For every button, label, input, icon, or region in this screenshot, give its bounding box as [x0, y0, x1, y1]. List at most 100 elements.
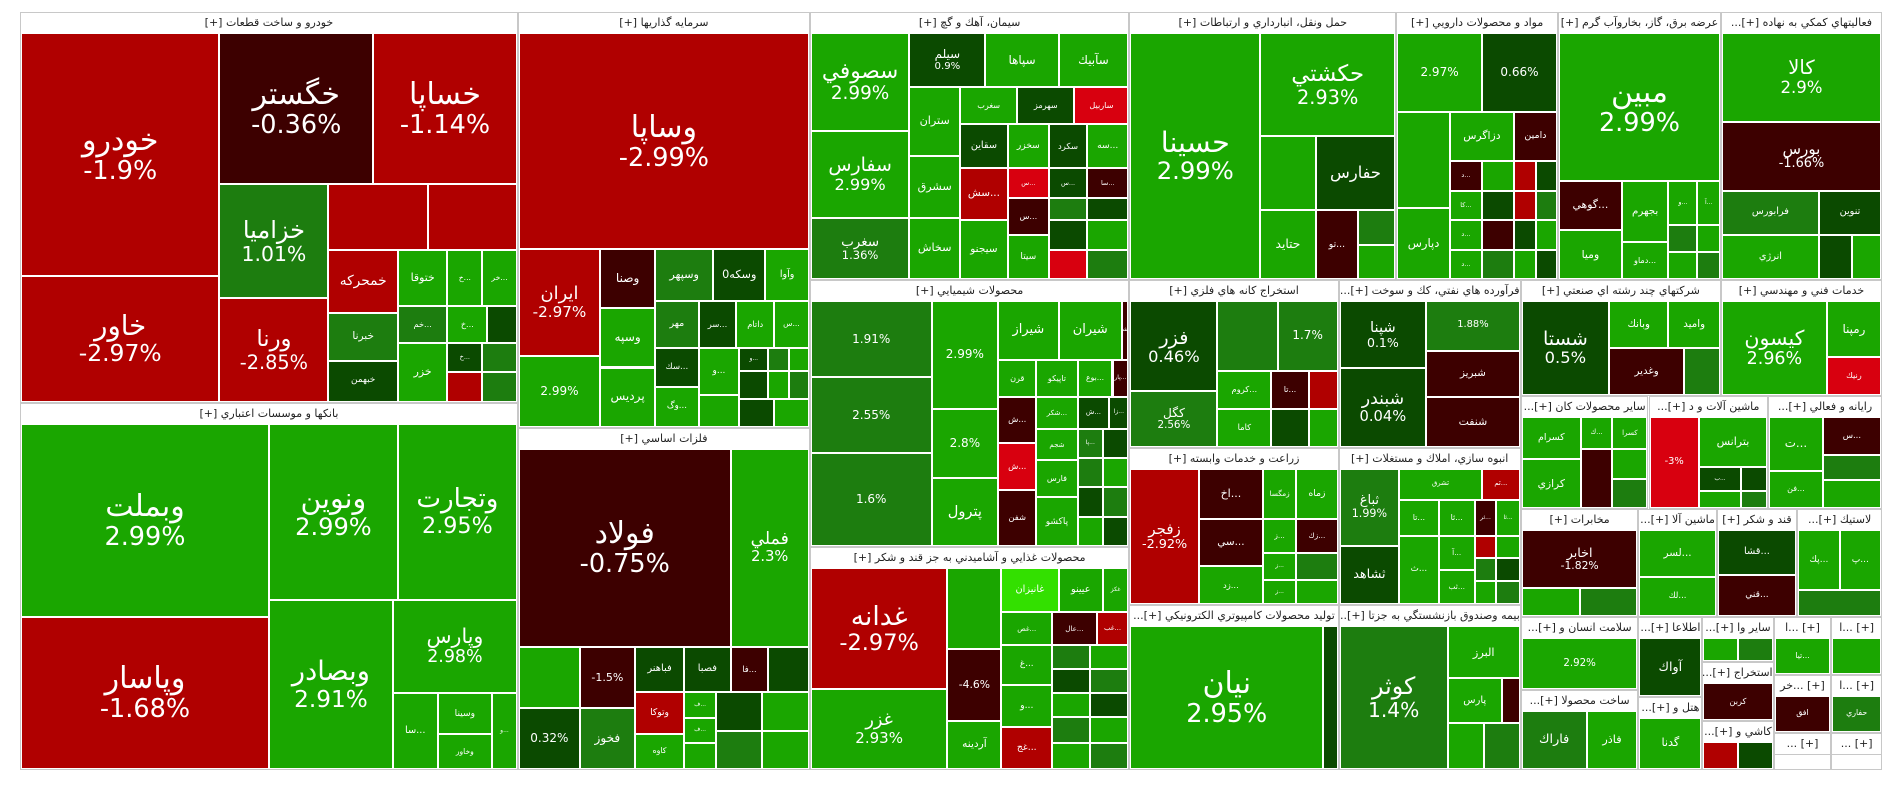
sector-title[interactable]: سيمان، آهك و گچ [+] [810, 13, 1129, 34]
stock-tile[interactable] [1496, 581, 1520, 605]
stock-tile[interactable]: ...تو [1315, 210, 1359, 280]
stock-tile[interactable]: گدنا [1639, 717, 1702, 769]
stock-tile[interactable]: غدانه -2.97% [810, 568, 948, 689]
stock-tile[interactable]: -3% [1649, 416, 1699, 508]
stock-tile[interactable]: وسينا [437, 692, 493, 735]
stock-tile[interactable]: وبصادر 2.91% [268, 599, 393, 769]
stock-tile[interactable] [1818, 234, 1853, 280]
stock-tile[interactable]: شنفت [1426, 397, 1520, 447]
sector-title[interactable]: قند و شكر [+] [1717, 509, 1797, 531]
sector-title[interactable]: توليد محصولات كامپيوتري الكترونيكي [+]..… [1130, 606, 1338, 628]
sector-title[interactable]: استخراج [+]... [1703, 662, 1773, 684]
stock-tile[interactable] [518, 647, 580, 709]
stock-tile[interactable]: پاكشو [1036, 497, 1078, 547]
stock-tile[interactable]: عيينو [1058, 568, 1103, 613]
sector-title[interactable]: ساير محصولات كان [+]... [1521, 396, 1648, 418]
stock-tile[interactable]: حكشتي 2.93% [1260, 33, 1396, 137]
stock-tile[interactable]: ...سا [392, 692, 438, 769]
stock-tile[interactable]: سخاش [909, 217, 961, 280]
stock-tile[interactable]: 2.97% [1397, 33, 1482, 112]
stock-tile[interactable]: داتام [736, 300, 775, 348]
stock-tile[interactable]: كسرام [1521, 416, 1581, 460]
stock-tile[interactable] [1737, 637, 1773, 661]
stock-tile[interactable]: 1.88% [1426, 301, 1520, 351]
stock-tile[interactable] [947, 568, 1002, 649]
stock-tile[interactable]: سكرد [1048, 124, 1088, 169]
stock-tile[interactable]: ...اخ [1198, 468, 1264, 519]
stock-tile[interactable] [1832, 637, 1881, 674]
stock-tile[interactable] [1077, 458, 1103, 488]
stock-tile[interactable] [1513, 190, 1537, 221]
stock-tile[interactable] [1474, 581, 1497, 605]
stock-tile[interactable]: ...فن [1769, 471, 1823, 508]
stock-tile[interactable]: ...كا [1449, 190, 1482, 221]
stock-tile[interactable] [1052, 742, 1091, 769]
stock-tile[interactable]: ثشاهد [1339, 545, 1400, 605]
stock-tile[interactable] [1308, 370, 1338, 409]
stock-tile[interactable]: ...دماو [1621, 242, 1669, 280]
stock-tile[interactable] [1087, 220, 1129, 250]
stock-tile[interactable]: سپاها [985, 33, 1059, 88]
stock-tile[interactable]: سيلم 0.9% [909, 33, 986, 88]
stock-tile[interactable]: فرابورس [1721, 190, 1819, 235]
stock-tile[interactable]: شفن [998, 489, 1037, 547]
stock-tile[interactable]: ...آ [1697, 180, 1720, 225]
stock-tile[interactable]: سيجنو [960, 220, 1008, 280]
stock-tile[interactable] [427, 184, 517, 251]
stock-tile[interactable] [739, 398, 775, 427]
stock-tile[interactable]: -4.6% [947, 648, 1002, 721]
stock-tile[interactable]: زمگسا [1263, 468, 1297, 519]
stock-tile[interactable] [1077, 516, 1103, 547]
stock-tile[interactable] [1260, 136, 1316, 211]
stock-tile[interactable] [1513, 160, 1537, 191]
stock-tile[interactable] [698, 395, 740, 427]
stock-tile[interactable]: ...غص [1001, 612, 1053, 645]
stock-tile[interactable] [1668, 252, 1698, 280]
stock-tile[interactable]: 0.66% [1481, 33, 1557, 112]
stock-tile[interactable]: سفارس 2.99% [810, 131, 910, 218]
stock-tile[interactable] [1048, 249, 1088, 280]
stock-tile[interactable] [1090, 742, 1129, 769]
stock-tile[interactable]: ...ش [1077, 396, 1110, 429]
stock-tile[interactable]: ...آ [1438, 536, 1475, 571]
stock-tile[interactable]: وسكه0 [713, 249, 766, 301]
stock-tile[interactable] [762, 730, 809, 769]
stock-tile[interactable]: ...پا [1077, 428, 1103, 459]
stock-tile[interactable]: وبملت 2.99% [21, 423, 269, 617]
stock-tile[interactable]: ...شكر [1036, 396, 1078, 429]
stock-tile[interactable] [1102, 458, 1129, 488]
stock-tile[interactable] [1684, 347, 1720, 395]
stock-tile[interactable]: ...ثم [1481, 468, 1520, 500]
stock-tile[interactable]: ...ش [998, 443, 1037, 490]
stock-tile[interactable]: ...وگ [655, 387, 699, 427]
stock-tile[interactable]: ستران [909, 87, 961, 157]
sector-title[interactable]: [+] ... [1774, 733, 1831, 755]
stock-tile[interactable]: ...د [1449, 160, 1482, 191]
stock-tile[interactable] [1090, 716, 1129, 743]
stock-tile[interactable] [1698, 491, 1742, 508]
stock-tile[interactable]: وغدير [1608, 347, 1685, 395]
stock-tile[interactable]: واميد [1668, 301, 1720, 348]
sector-title[interactable]: [+] ... [1832, 733, 1881, 755]
stock-tile[interactable]: ...شب [1122, 301, 1129, 360]
sector-title[interactable]: شركتهاي چند رشته اي صنعتي [+] [1521, 281, 1720, 303]
stock-tile[interactable]: زفجر -2.92% [1130, 468, 1199, 605]
stock-tile[interactable]: وتجارت 2.95% [397, 423, 517, 600]
sector-title[interactable]: خدمات فني و مهندسي [+] [1721, 281, 1881, 303]
stock-tile[interactable]: كاوه [634, 733, 685, 769]
stock-tile[interactable]: ...س [1007, 197, 1049, 235]
stock-tile[interactable] [1481, 160, 1514, 191]
stock-tile[interactable]: خودرو -1.9% [21, 33, 220, 277]
stock-tile[interactable]: كوثر 1.4% [1339, 626, 1448, 769]
stock-tile[interactable] [768, 371, 789, 399]
stock-tile[interactable]: ...فا [730, 647, 769, 693]
stock-tile[interactable]: ...تيا [1774, 637, 1831, 674]
sector-title[interactable]: كاشي و [+]... [1703, 722, 1773, 744]
stock-tile[interactable] [1513, 249, 1537, 280]
stock-tile[interactable] [739, 371, 769, 399]
stock-tile[interactable] [1087, 249, 1129, 280]
stock-tile[interactable] [1612, 478, 1648, 508]
stock-tile[interactable]: حفارس [1315, 136, 1396, 211]
stock-tile[interactable] [1052, 692, 1091, 717]
stock-tile[interactable]: ...پك [1798, 529, 1840, 591]
